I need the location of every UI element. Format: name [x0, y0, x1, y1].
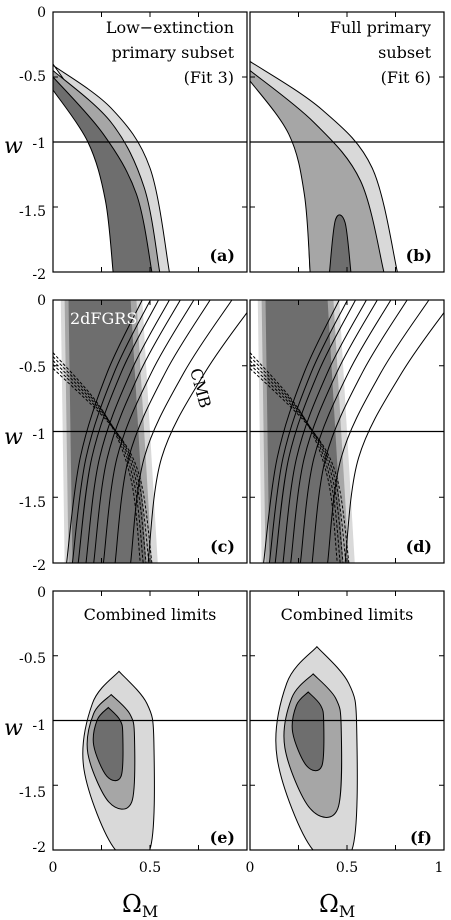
panel-d-cmb-curve-5 — [299, 300, 392, 563]
ytick-r1-0: 0 — [37, 5, 46, 21]
ytick-r3-0: 0 — [37, 585, 46, 601]
panel-f-contour-inner — [291, 691, 325, 772]
xtick-left-05: 0.5 — [139, 860, 161, 876]
xlabel-left-sub: M — [142, 902, 158, 920]
panel-d-cmb-curve-7 — [327, 300, 430, 563]
panel-a-text-3: (Fit 3) — [184, 68, 234, 87]
ytick-r2-05: -0.5 — [19, 360, 46, 376]
panel-c-sn-dashed-0 — [53, 352, 141, 563]
ytick-r3-2: -2 — [32, 840, 46, 856]
panel-c-cmb-curve-4 — [93, 300, 181, 563]
panel-e — [52, 590, 248, 851]
panel-c-cmb-curve-1 — [71, 300, 151, 563]
panel-c-2dfgrs-label: 2dFGRS — [70, 309, 137, 328]
panel-d-cmb-curve-0 — [263, 300, 340, 563]
ytick-r2-0: 0 — [37, 293, 46, 309]
panel-c-sn-dashed-4 — [53, 368, 153, 563]
panel-d-sn-dashed-1 — [250, 356, 341, 563]
panel-a-text-1: Low−extinction — [106, 18, 234, 37]
panel-c-label: (c) — [210, 537, 235, 556]
panel-c-cmb-curve-5 — [102, 300, 195, 563]
xtick-right-05: 0.5 — [336, 860, 358, 876]
ytick-r3-1: -1 — [32, 718, 46, 734]
panel-c-cmb-label: CMB — [186, 366, 215, 410]
panel-d-sn-dashed-4 — [250, 368, 350, 563]
panel-c — [52, 299, 248, 564]
panel-b-text-3: (Fit 6) — [381, 68, 431, 87]
panel-e-text: Combined limits — [84, 605, 217, 624]
ytick-labels-row1: 0 -0.5 -1 -1.5 -2 — [19, 5, 46, 283]
panel-b — [249, 11, 445, 273]
panel-a-contours — [53, 63, 170, 272]
panel-b-contour-inner — [328, 214, 352, 272]
ytick-r3-05: -0.5 — [19, 651, 46, 667]
ytick-r2-2: -2 — [32, 558, 46, 574]
panel-c-sn-dashed-1 — [53, 356, 144, 563]
panel-c-sn-dashed-2 — [53, 360, 147, 563]
panel-d-label: (d) — [406, 537, 432, 556]
panel-c-sn-dashed-3 — [53, 364, 150, 563]
xlabel-right: ΩM — [319, 890, 355, 920]
ytick-r2-15: -1.5 — [19, 495, 46, 511]
xlabel-right-sub: M — [339, 902, 355, 920]
panel-c-cmb-curve-3 — [85, 300, 170, 563]
panel-b-text-2: subset — [378, 43, 431, 62]
panel-d-sn-dashed-2 — [250, 360, 344, 563]
panel-e-contours — [82, 670, 155, 850]
ytick-labels-row3: 0 -0.5 -1 -1.5 -2 — [19, 585, 46, 856]
ytick-r3-15: -1.5 — [19, 785, 46, 801]
panel-f-label: (f) — [410, 828, 432, 847]
panel-d-cmb-curve-1 — [268, 300, 348, 563]
panel-e-label: (e) — [210, 828, 235, 847]
panel-d-cmb-curve-8 — [344, 311, 444, 563]
panel-b-contours — [250, 60, 398, 272]
ytick-r1-05: -0.5 — [19, 69, 46, 85]
ytick-r1-1: -1 — [32, 136, 46, 152]
panel-d-cmb-curve-3 — [282, 300, 367, 563]
panel-f — [249, 590, 445, 851]
panel-b-contour-middle — [250, 69, 385, 272]
ytick-labels-row2: 0 -0.5 -1 -1.5 -2 — [19, 293, 46, 574]
xtick-left-0: 0 — [49, 860, 58, 876]
panel-f-text: Combined limits — [281, 605, 414, 624]
xtick-right-0: 0 — [246, 860, 255, 876]
ylabel-row3: w — [4, 716, 23, 741]
panel-a-label: (a) — [209, 246, 235, 265]
panel-c-cmb-curve-6 — [114, 300, 211, 563]
ytick-r1-15: -1.5 — [19, 204, 46, 220]
panel-b-text-1: Full primary — [330, 18, 431, 37]
panel-d-sn-dashed-3 — [250, 364, 347, 563]
xlabel-right-omega: Ω — [319, 890, 339, 918]
panel-f-contours — [275, 645, 358, 850]
ylabel-row1: w — [4, 134, 23, 159]
panel-d-cmb-curve-4 — [290, 300, 378, 563]
panel-a — [52, 11, 248, 273]
panel-c-cmb-curve-8 — [147, 311, 247, 563]
panel-a-text-2: primary subset — [112, 43, 235, 62]
ytick-r1-2: -2 — [32, 267, 46, 283]
xlabel-left-omega: Ω — [122, 890, 142, 918]
panel-d-sn-dashed-0 — [250, 352, 338, 563]
xtick-right-1: 1 — [435, 860, 444, 876]
panel-d-cmb-curve-6 — [311, 300, 408, 563]
panel-d — [249, 299, 445, 564]
panel-c-cmb-curve-7 — [130, 300, 233, 563]
ylabel-row2: w — [4, 425, 23, 450]
panel-b-label: (b) — [406, 246, 432, 265]
ytick-r2-1: -1 — [32, 427, 46, 443]
xlabel-left: ΩM — [122, 890, 158, 920]
panel-c-cmb-curve-0 — [66, 300, 143, 563]
